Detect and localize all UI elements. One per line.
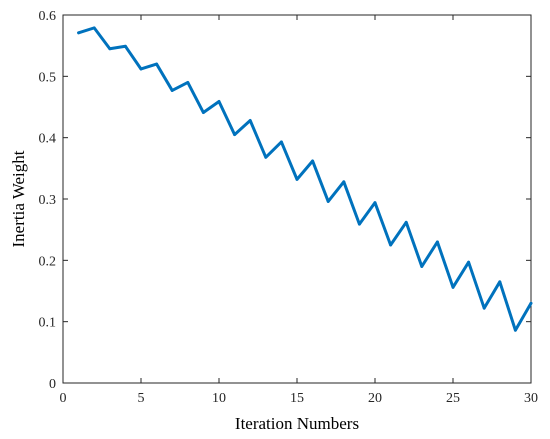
data-point <box>124 44 127 48</box>
y-tick-label: 0.6 <box>39 9 57 24</box>
x-tick-label: 20 <box>368 391 382 406</box>
data-point <box>467 260 470 264</box>
data-point <box>170 89 174 92</box>
data-point <box>404 220 408 224</box>
x-tick-label: 5 <box>138 391 145 406</box>
data-point <box>264 155 268 159</box>
data-point <box>280 140 283 144</box>
plot-frame <box>62 14 532 384</box>
data-point <box>248 119 252 122</box>
y-tick-label: 0.5 <box>39 70 57 85</box>
series-line <box>77 26 533 332</box>
data-point <box>342 180 346 184</box>
y-tick-label: 0.1 <box>39 316 57 331</box>
y-tick-label: 0 <box>49 377 56 392</box>
data-point <box>108 47 112 51</box>
data-point <box>498 280 502 284</box>
data-point <box>358 222 361 226</box>
data-point <box>529 301 533 305</box>
x-tick-label: 15 <box>290 391 304 406</box>
data-point <box>373 201 377 205</box>
data-point <box>436 240 439 244</box>
data-point <box>217 100 221 103</box>
data-point <box>155 62 159 66</box>
x-axis-label: Iteration Numbers <box>235 414 359 433</box>
y-axis-label: Inertia Weight <box>9 150 28 247</box>
data-point <box>514 328 517 332</box>
x-tick-label: 0 <box>60 391 67 406</box>
data-point <box>326 200 330 203</box>
data-point <box>482 306 486 310</box>
data-point <box>389 243 392 247</box>
tick-labels: 0 5 10 15 20 25 30 0 0.1 0.2 0.3 0.4 0.5 0.6 <box>39 9 539 406</box>
data-point <box>233 133 237 137</box>
x-tick-label: 30 <box>524 391 538 406</box>
data-point <box>311 159 314 163</box>
data-point <box>295 177 299 181</box>
y-tick-label: 0.3 <box>39 193 57 208</box>
x-tick-label: 25 <box>446 391 460 406</box>
axis-ticks <box>62 14 532 384</box>
data-point <box>139 67 143 71</box>
data-point <box>420 265 424 268</box>
data-point <box>451 285 455 289</box>
plot-area <box>62 14 532 384</box>
data-point <box>186 81 190 84</box>
y-tick-label: 0.2 <box>39 254 57 269</box>
data-point <box>92 26 96 30</box>
data-series <box>77 26 533 332</box>
data-point <box>202 111 205 114</box>
x-tick-label: 10 <box>212 391 226 406</box>
data-point <box>77 31 80 35</box>
y-tick-label: 0.4 <box>39 132 57 147</box>
